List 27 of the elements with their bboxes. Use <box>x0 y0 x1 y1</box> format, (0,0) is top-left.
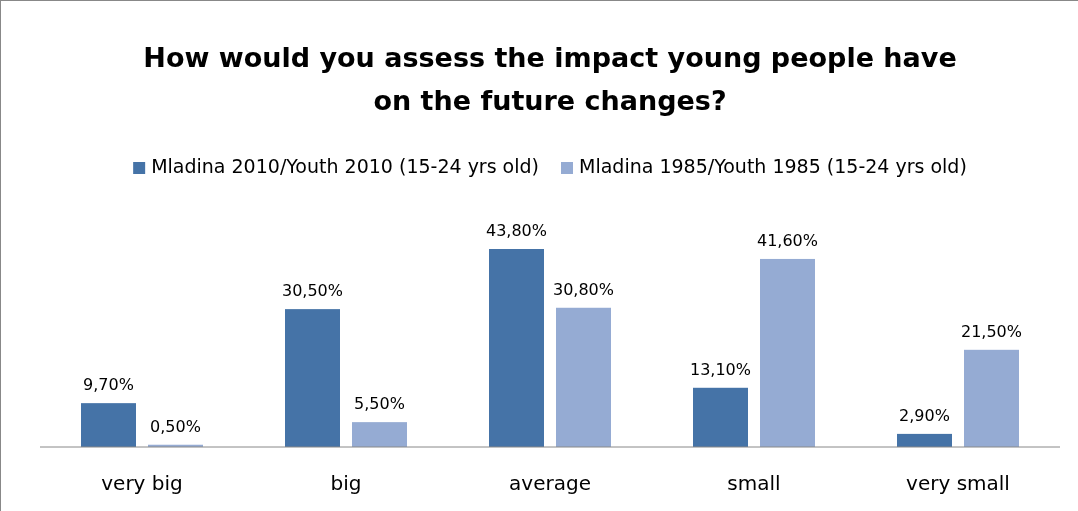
bar <box>760 258 815 447</box>
x-tick-label: small <box>727 471 781 495</box>
bar <box>285 309 340 447</box>
data-label: 5,50% <box>354 394 405 414</box>
x-tick-label: big <box>330 471 362 495</box>
bar <box>352 422 407 447</box>
bar <box>897 433 952 447</box>
bar <box>693 387 748 447</box>
data-label: 41,60% <box>756 230 819 250</box>
x-tick-label: very small <box>906 471 1010 495</box>
data-label: 0,50% <box>150 416 201 436</box>
bar <box>556 307 611 447</box>
data-label: 30,50% <box>281 281 344 301</box>
data-label: 9,70% <box>83 375 134 395</box>
legend-label: Mladina 1985/Youth 1985 (15-24 yrs old) <box>579 155 967 177</box>
data-label: 21,50% <box>960 321 1023 341</box>
legend-label: Mladina 2010/Youth 2010 (15-24 yrs old) <box>151 155 539 177</box>
data-label: 13,10% <box>689 359 752 379</box>
data-label: 43,80% <box>485 221 548 240</box>
x-tick-label: average <box>509 471 591 495</box>
data-label: 2,90% <box>899 405 950 425</box>
x-tick-label: very big <box>101 471 183 495</box>
bar <box>489 249 544 447</box>
bar <box>964 349 1019 447</box>
bar <box>81 403 136 447</box>
chart-title: How would you assess the impact young people have on the future changes? <box>143 42 957 116</box>
data-label: 30,80% <box>552 279 615 299</box>
